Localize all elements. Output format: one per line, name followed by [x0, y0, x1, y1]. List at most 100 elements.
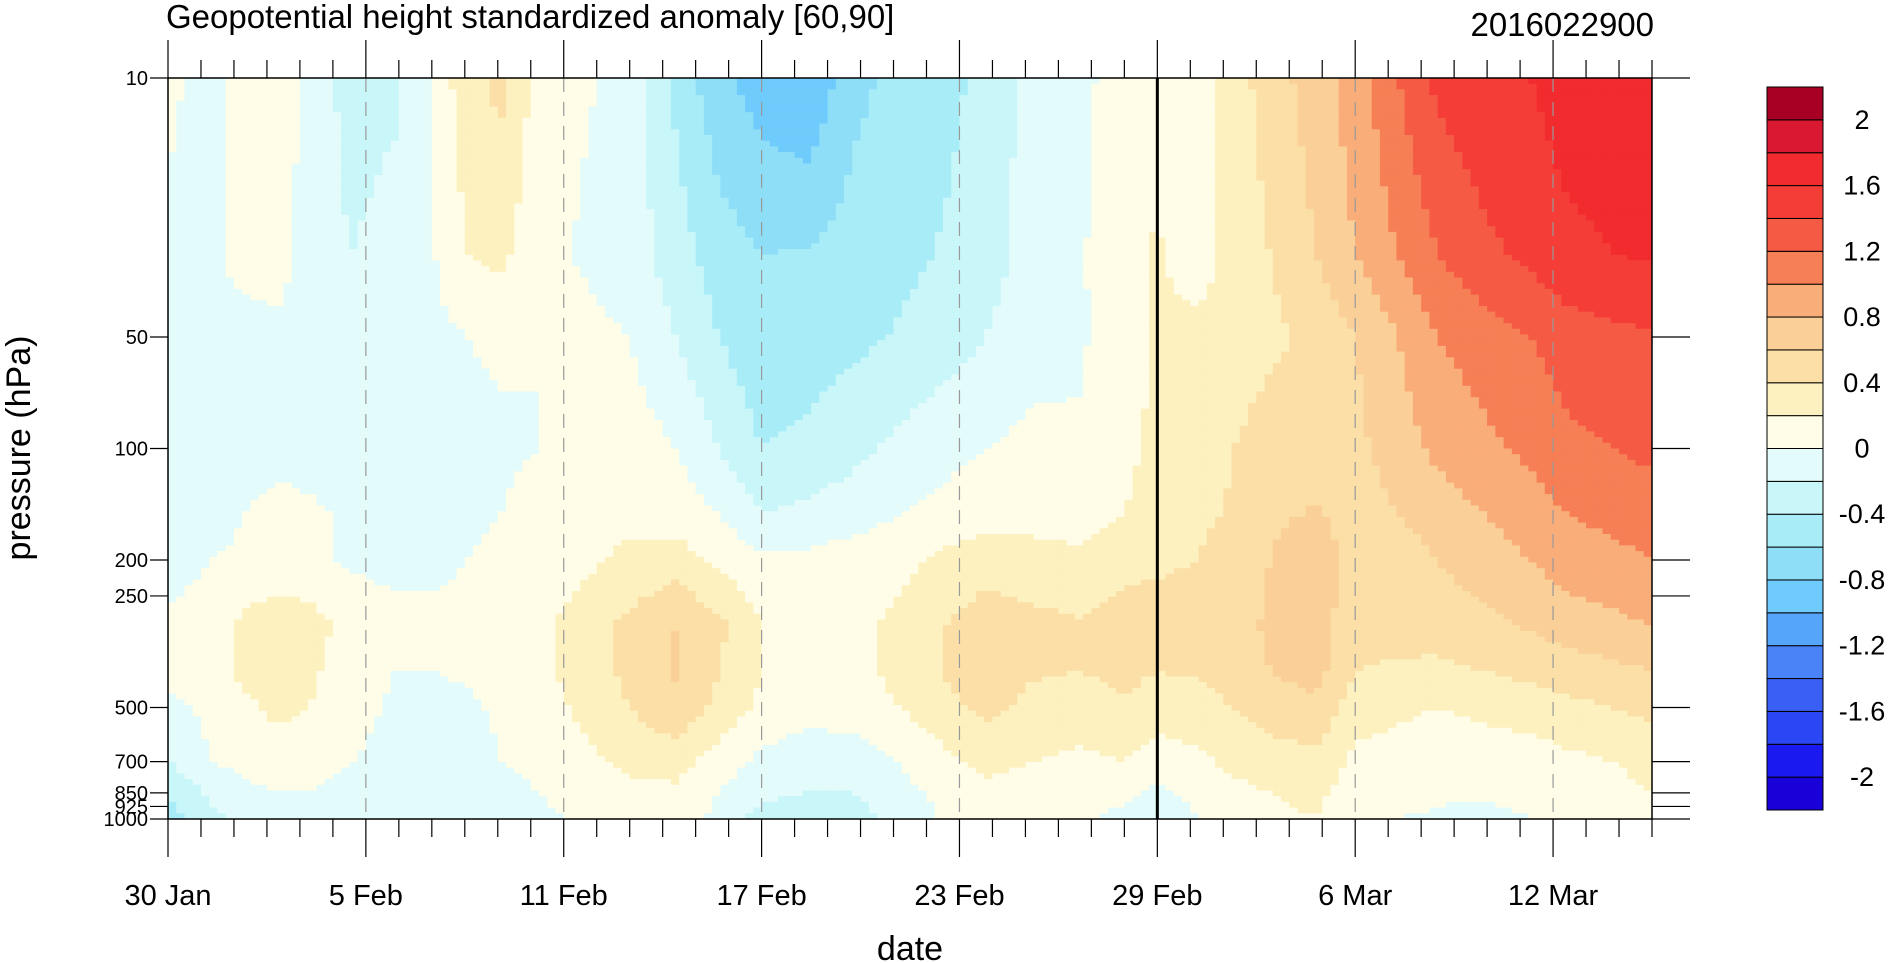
- heatmap-cell: [935, 146, 944, 152]
- heatmap-cell: [168, 198, 177, 204]
- heatmap-cell: [588, 226, 597, 232]
- heatmap-cell: [358, 146, 367, 152]
- heatmap-cell: [374, 107, 383, 113]
- heatmap-cell: [605, 181, 614, 187]
- heatmap-cell: [1537, 175, 1546, 181]
- heatmap-cell: [737, 129, 746, 135]
- heatmap-cell: [795, 209, 804, 215]
- heatmap-cell: [1570, 78, 1579, 84]
- heatmap-cell: [259, 192, 268, 198]
- heatmap-cell: [795, 129, 804, 135]
- heatmap-cell: [605, 107, 614, 113]
- heatmap-cell: [976, 112, 985, 118]
- heatmap-cell: [630, 95, 639, 101]
- heatmap-cell: [1314, 129, 1323, 135]
- heatmap-cell: [1001, 181, 1010, 187]
- heatmap-cell: [638, 95, 647, 101]
- heatmap-cell: [795, 118, 804, 124]
- heatmap-cell: [1108, 135, 1117, 141]
- heatmap-cell: [415, 89, 424, 95]
- heatmap-cell: [382, 164, 391, 170]
- heatmap-cell: [555, 107, 564, 113]
- heatmap-cell: [1215, 112, 1224, 118]
- heatmap-cell: [1347, 198, 1356, 204]
- heatmap-cell: [1190, 78, 1199, 84]
- heatmap-cell: [1446, 78, 1455, 84]
- heatmap-cell: [1100, 232, 1109, 238]
- heatmap-cell: [1462, 209, 1471, 215]
- heatmap-cell: [828, 89, 837, 95]
- heatmap-cell: [1520, 203, 1529, 209]
- heatmap-cell: [275, 135, 284, 141]
- heatmap-cell: [992, 198, 1001, 204]
- heatmap-cell: [267, 135, 276, 141]
- heatmap-cell: [531, 164, 540, 170]
- heatmap-cell: [564, 112, 573, 118]
- heatmap-cell: [193, 186, 202, 192]
- heatmap-cell: [498, 215, 507, 221]
- heatmap-cell: [984, 232, 993, 238]
- heatmap-cell: [1067, 112, 1076, 118]
- heatmap-cell: [465, 164, 474, 170]
- heatmap-cell: [514, 107, 523, 113]
- heatmap-cell: [687, 146, 696, 152]
- heatmap-cell: [1429, 169, 1438, 175]
- heatmap-cell: [1091, 169, 1100, 175]
- heatmap-cell: [1058, 215, 1067, 221]
- heatmap-cell: [877, 89, 886, 95]
- heatmap-cell: [448, 89, 457, 95]
- heatmap-cell: [1042, 215, 1051, 221]
- heatmap-cell: [201, 226, 210, 232]
- heatmap-cell: [547, 129, 556, 135]
- heatmap-cell: [1619, 175, 1628, 181]
- heatmap-cell: [1561, 221, 1570, 227]
- heatmap-cell: [333, 89, 342, 95]
- heatmap-cell: [1479, 84, 1488, 90]
- heatmap-cell: [1265, 175, 1274, 181]
- heatmap-cell: [910, 146, 919, 152]
- heatmap-cell: [1479, 141, 1488, 147]
- heatmap-cell: [729, 95, 738, 101]
- heatmap-cell: [1034, 124, 1043, 130]
- heatmap-cell: [275, 152, 284, 158]
- heatmap-cell: [547, 124, 556, 130]
- heatmap-cell: [638, 118, 647, 124]
- heatmap-cell: [1355, 78, 1364, 84]
- heatmap-cell: [729, 221, 738, 227]
- heatmap-cell: [1232, 203, 1241, 209]
- heatmap-cell: [193, 89, 202, 95]
- heatmap-cell: [1091, 232, 1100, 238]
- heatmap-cell: [176, 107, 185, 113]
- heatmap-cell: [1322, 164, 1331, 170]
- heatmap-cell: [168, 169, 177, 175]
- heatmap-cell: [1025, 141, 1034, 147]
- heatmap-cell: [1438, 164, 1447, 170]
- heatmap-cell: [473, 192, 482, 198]
- heatmap-cell: [226, 221, 235, 227]
- heatmap-cell: [415, 181, 424, 187]
- heatmap-cell: [292, 198, 301, 204]
- heatmap-cell: [894, 169, 903, 175]
- heatmap-cell: [1009, 84, 1018, 90]
- heatmap-cell: [910, 181, 919, 187]
- heatmap-cell: [201, 181, 210, 187]
- heatmap-cell: [943, 203, 952, 209]
- heatmap-cell: [300, 118, 309, 124]
- heatmap-cell: [811, 169, 820, 175]
- heatmap-cell: [803, 175, 812, 181]
- heatmap-cell: [1438, 124, 1447, 130]
- heatmap-cell: [951, 186, 960, 192]
- heatmap-cell: [1223, 84, 1232, 90]
- heatmap-cell: [1001, 169, 1010, 175]
- heatmap-cell: [555, 101, 564, 107]
- heatmap-cell: [1306, 226, 1315, 232]
- heatmap-cell: [1273, 118, 1282, 124]
- heatmap-cell: [861, 78, 870, 84]
- heatmap-cell: [1199, 95, 1208, 101]
- heatmap-cell: [1446, 152, 1455, 158]
- heatmap-cell: [168, 186, 177, 192]
- heatmap-cell: [852, 215, 861, 221]
- heatmap-cell: [1306, 129, 1315, 135]
- heatmap-cell: [663, 124, 672, 130]
- heatmap-cell: [1025, 181, 1034, 187]
